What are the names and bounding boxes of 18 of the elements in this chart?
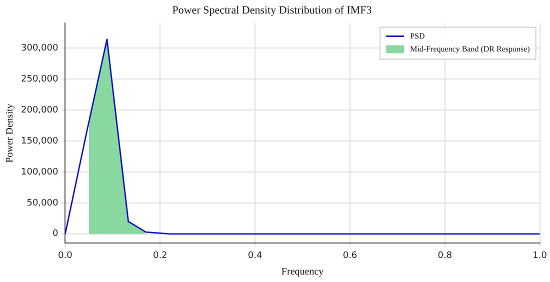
y-tick-label: 150,000	[21, 136, 58, 146]
x-tick-label: 0.0	[58, 250, 73, 261]
x-tick-label: 0.8	[438, 250, 452, 261]
y-tick-label: 200,000	[21, 105, 58, 116]
legend-label: PSD	[410, 31, 425, 40]
y-tick-label: 0	[52, 229, 58, 240]
x-axis-title: Frequency	[281, 266, 324, 278]
x-tick-label: 0.6	[342, 250, 358, 261]
x-tick-label: 0.4	[248, 250, 262, 261]
y-tick-label: 300,000	[21, 43, 58, 54]
y-tick-label: 250,000	[21, 74, 58, 84]
y-tick-label: 100,000	[21, 167, 58, 178]
chart-title: Power Spectral Density Distribution of IMF3	[172, 4, 372, 16]
y-axis-title: Power Density	[4, 104, 16, 163]
x-tick-label: 0.2	[152, 250, 168, 261]
x-tick-label: 1.0	[532, 250, 548, 261]
y-tick-label: 50,000	[26, 198, 58, 208]
legend-label: Mid-Frequency Band (DR Response)	[410, 44, 530, 54]
